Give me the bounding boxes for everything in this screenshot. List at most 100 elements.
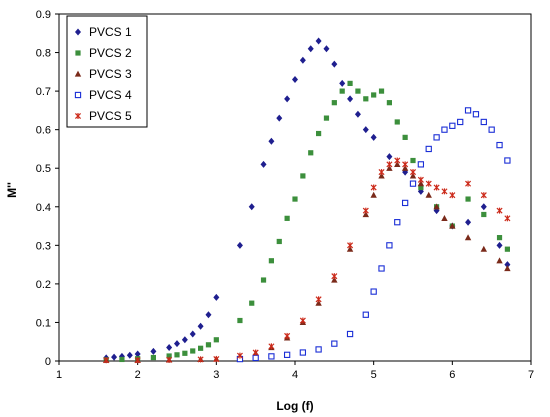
data-point xyxy=(386,100,392,106)
data-point xyxy=(346,245,354,252)
data-point xyxy=(284,95,291,103)
data-point xyxy=(394,160,401,167)
data-point xyxy=(401,164,409,171)
series-5 xyxy=(103,157,511,364)
data-point xyxy=(237,317,243,324)
y-tick-label: 0.8 xyxy=(36,48,51,60)
data-point xyxy=(126,351,133,359)
data-point xyxy=(299,349,307,356)
data-point xyxy=(284,332,291,339)
data-point xyxy=(174,352,180,358)
data-point xyxy=(488,126,495,133)
data-point xyxy=(134,357,141,364)
data-point xyxy=(409,180,417,187)
data-point xyxy=(347,242,354,249)
data-point xyxy=(354,110,361,118)
data-point xyxy=(134,350,141,358)
legend-label: PVCS 1 xyxy=(89,25,132,39)
data-point xyxy=(496,207,503,214)
y-tick-label: 0.1 xyxy=(36,317,51,329)
data-point xyxy=(166,353,172,359)
data-point xyxy=(425,191,432,198)
data-point xyxy=(425,180,432,187)
y-axis: 0 0.1 0.2 0.3 0.4 0.5 0.6 0.7 0.8 0.9 xyxy=(36,9,59,368)
y-tick-label: 0.4 xyxy=(36,202,51,214)
x-axis-title: Log (f) xyxy=(276,399,313,413)
data-point xyxy=(504,215,511,222)
data-point xyxy=(417,180,425,187)
data-point xyxy=(480,203,487,211)
data-point xyxy=(481,211,487,218)
data-point xyxy=(252,349,259,356)
legend-marker xyxy=(74,70,82,77)
legend: PVCS 1 PVCS 2 PVCS 3 PVCS 4 PVCS 5 xyxy=(66,15,148,128)
data-point xyxy=(284,215,290,221)
data-point xyxy=(308,150,314,156)
data-point xyxy=(370,184,377,191)
data-point xyxy=(362,207,369,214)
data-point xyxy=(166,356,173,363)
data-point xyxy=(394,119,400,125)
y-tick-label: 0.2 xyxy=(36,279,51,291)
data-point xyxy=(299,317,306,324)
data-point xyxy=(331,100,337,106)
data-point xyxy=(496,257,503,264)
legend-box xyxy=(66,15,148,128)
data-point xyxy=(496,235,503,241)
y-axis-title: M'' xyxy=(5,182,19,198)
data-point xyxy=(331,340,338,347)
data-point xyxy=(496,241,503,249)
data-point xyxy=(249,300,255,306)
data-point xyxy=(472,111,480,118)
data-point xyxy=(283,351,291,358)
data-point xyxy=(260,160,267,168)
data-point xyxy=(268,258,274,264)
legend-label: PVCS 3 xyxy=(89,67,132,81)
data-point xyxy=(409,169,417,176)
data-point xyxy=(299,56,306,64)
data-point xyxy=(480,118,487,126)
data-point xyxy=(198,345,204,351)
data-point xyxy=(480,192,487,199)
data-point xyxy=(339,79,346,87)
data-point xyxy=(119,356,125,363)
data-point xyxy=(504,261,511,269)
data-point xyxy=(292,76,298,84)
x-tick-label: 4 xyxy=(292,369,298,381)
data-point xyxy=(316,130,322,137)
data-point xyxy=(394,219,401,226)
data-point xyxy=(465,218,472,226)
data-point xyxy=(433,203,440,210)
x-tick-label: 3 xyxy=(213,369,219,381)
data-point xyxy=(347,80,353,86)
data-point xyxy=(464,107,472,114)
data-point xyxy=(315,346,322,353)
data-point xyxy=(339,88,345,94)
data-point xyxy=(189,330,196,338)
data-point xyxy=(331,60,338,68)
data-point xyxy=(213,356,220,363)
data-point xyxy=(292,196,298,202)
data-point xyxy=(441,188,448,195)
data-point xyxy=(449,222,456,229)
legend-label: PVCS 2 xyxy=(89,46,132,60)
legend-label: PVCS 5 xyxy=(89,109,132,123)
data-point xyxy=(205,311,212,319)
data-point xyxy=(346,330,354,338)
data-point xyxy=(386,164,393,171)
data-point xyxy=(386,161,393,168)
data-point xyxy=(378,88,385,94)
series-3 xyxy=(103,160,511,363)
data-point xyxy=(371,92,377,98)
data-point xyxy=(323,45,330,53)
data-point xyxy=(433,184,440,191)
data-point xyxy=(465,180,472,187)
data-point xyxy=(213,293,220,301)
y-tick-label: 0.7 xyxy=(36,86,51,98)
legend-marker xyxy=(74,91,82,99)
x-tick-label: 1 xyxy=(56,369,62,381)
legend-marker xyxy=(75,50,81,56)
data-point xyxy=(504,265,511,272)
data-point xyxy=(307,45,314,53)
